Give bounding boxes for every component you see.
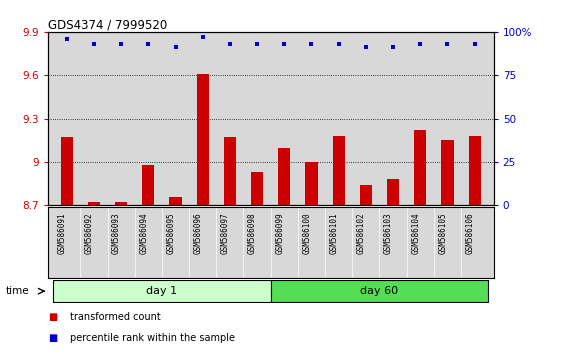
Point	[171, 45, 180, 50]
Text: GSM586091: GSM586091	[58, 213, 67, 255]
Bar	[278, 148, 291, 205]
Point	[280, 41, 289, 47]
Bar	[360, 185, 372, 205]
Text: GSM586104: GSM586104	[411, 213, 420, 255]
Point	[334, 41, 343, 47]
Point	[117, 41, 126, 47]
Bar	[468, 136, 481, 205]
Text: ■: ■	[48, 333, 57, 343]
Bar	[387, 179, 399, 205]
Text: percentile rank within the sample: percentile rank within the sample	[70, 333, 235, 343]
Text: GSM586093: GSM586093	[112, 213, 121, 255]
Text: GSM586096: GSM586096	[194, 213, 203, 255]
Bar	[142, 165, 154, 205]
Point	[416, 41, 425, 47]
Bar	[224, 137, 236, 205]
Bar	[88, 202, 100, 205]
Bar	[251, 172, 263, 205]
Text: GSM586097: GSM586097	[221, 213, 230, 255]
Text: ■: ■	[48, 312, 57, 322]
Bar	[169, 197, 182, 205]
Text: GSM586099: GSM586099	[275, 213, 284, 255]
Text: GSM586105: GSM586105	[439, 213, 448, 255]
Bar	[61, 137, 73, 205]
Text: GSM586095: GSM586095	[167, 213, 176, 255]
Point	[443, 41, 452, 47]
Text: GSM586092: GSM586092	[85, 213, 94, 255]
Text: GSM586098: GSM586098	[248, 213, 257, 255]
Point	[389, 45, 398, 50]
Bar	[414, 130, 426, 205]
Text: GSM586102: GSM586102	[357, 213, 366, 255]
Text: day 1: day 1	[146, 286, 177, 296]
Point	[252, 41, 261, 47]
Bar	[270, 280, 488, 302]
Bar	[442, 140, 453, 205]
Point	[470, 41, 479, 47]
Bar	[305, 162, 318, 205]
Bar	[333, 136, 345, 205]
Point	[198, 34, 207, 40]
Point	[226, 41, 234, 47]
Text: GSM586101: GSM586101	[330, 213, 339, 255]
Text: GSM586100: GSM586100	[302, 213, 311, 255]
Text: day 60: day 60	[360, 286, 398, 296]
Bar	[196, 74, 209, 205]
Point	[89, 41, 98, 47]
Point	[62, 36, 71, 42]
Point	[307, 41, 316, 47]
Bar	[53, 280, 270, 302]
Text: time: time	[6, 286, 29, 296]
Point	[144, 41, 153, 47]
Text: GSM586103: GSM586103	[384, 213, 393, 255]
Text: GDS4374 / 7999520: GDS4374 / 7999520	[48, 19, 167, 32]
Text: transformed count: transformed count	[70, 312, 161, 322]
Point	[361, 45, 370, 50]
Bar	[115, 202, 127, 205]
Text: GSM586094: GSM586094	[139, 213, 148, 255]
Text: GSM586106: GSM586106	[466, 213, 475, 255]
